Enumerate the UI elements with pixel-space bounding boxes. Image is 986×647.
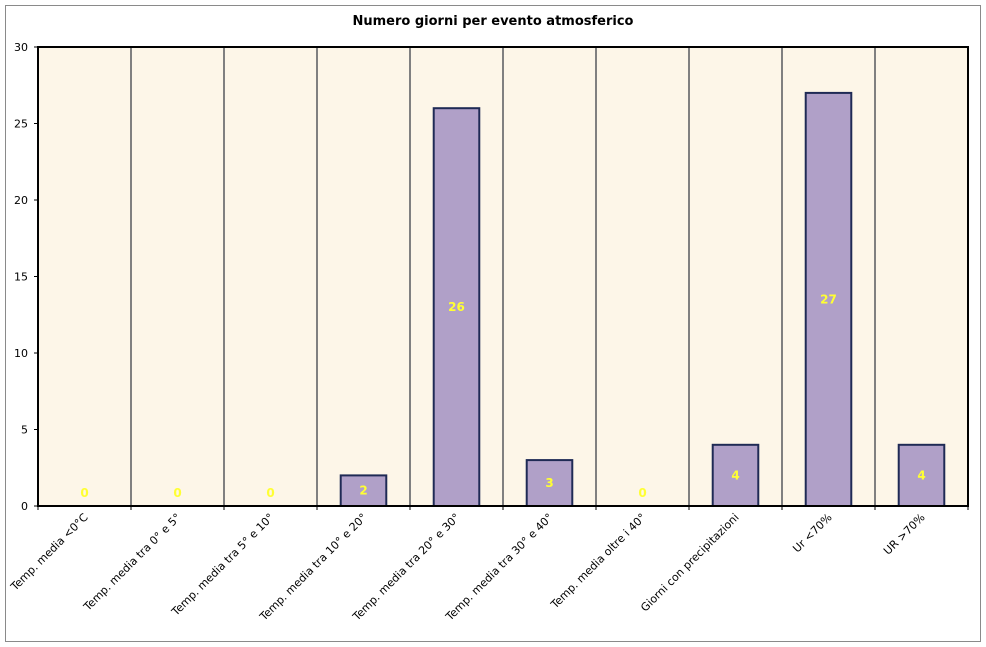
chart-title: Numero giorni per evento atmosferico bbox=[352, 14, 634, 29]
bar-4 bbox=[432, 107, 481, 507]
plot-border bbox=[37, 46, 969, 507]
data-label-7: 4 bbox=[731, 468, 739, 482]
data-label-5: 3 bbox=[545, 476, 553, 490]
data-label-6: 0 bbox=[638, 486, 646, 500]
x-category-label: Temp. media tra 30° e 40° bbox=[443, 511, 556, 624]
x-category-label: Temp. media <0°C bbox=[8, 511, 91, 594]
x-category-label: Temp. media tra 20° e 30° bbox=[350, 511, 463, 624]
bar-5 bbox=[525, 459, 574, 508]
bar-3 bbox=[339, 474, 388, 507]
y-tick-label: 5 bbox=[21, 424, 28, 437]
data-label-3: 2 bbox=[359, 484, 367, 498]
y-tick-label: 15 bbox=[14, 271, 28, 284]
y-axis: 0 5 10 15 20 25 30 bbox=[14, 41, 39, 513]
bar-8 bbox=[804, 91, 853, 508]
y-tick-label: 20 bbox=[14, 194, 28, 207]
x-category-label: Temp. media tra 10° e 20° bbox=[257, 511, 370, 624]
gridlines bbox=[130, 47, 876, 506]
data-labels: 0 0 0 2 26 3 0 4 27 4 bbox=[80, 292, 925, 500]
data-label-2: 0 bbox=[266, 486, 274, 500]
y-tick-label: 0 bbox=[21, 500, 28, 513]
y-tick-label: 25 bbox=[14, 118, 28, 131]
x-category-label: Temp. media tra 5° e 10° bbox=[169, 511, 277, 619]
x-category-label: Temp. media tra 0° e 5° bbox=[80, 511, 183, 614]
data-label-9: 4 bbox=[917, 468, 925, 482]
x-category-label: Giorni con precipitazioni bbox=[638, 511, 741, 614]
x-category-label: Temp. media oltre i 40° bbox=[548, 511, 649, 612]
x-category-label: UR >70% bbox=[881, 511, 928, 558]
y-tick-label: 10 bbox=[14, 347, 28, 360]
y-tick-label: 30 bbox=[14, 41, 28, 54]
bar-7 bbox=[711, 443, 760, 507]
data-label-4: 26 bbox=[448, 300, 465, 314]
data-label-0: 0 bbox=[80, 486, 88, 500]
data-label-8: 27 bbox=[820, 292, 837, 306]
x-category-label: Ur <70% bbox=[790, 511, 834, 555]
bars bbox=[339, 91, 946, 508]
data-label-1: 0 bbox=[173, 486, 181, 500]
bar-9 bbox=[897, 443, 946, 507]
